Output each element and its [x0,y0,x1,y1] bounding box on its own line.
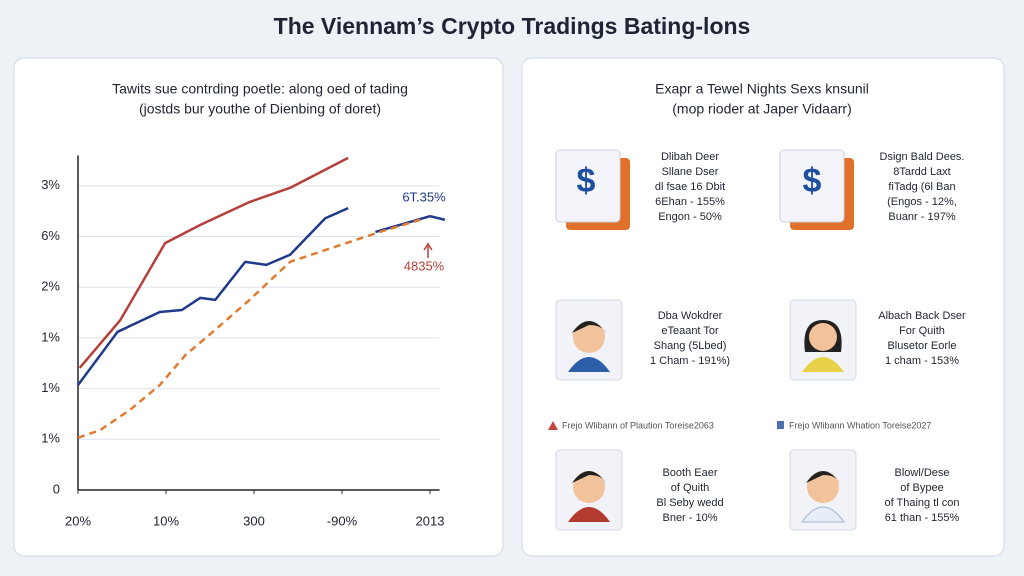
y-tick-label: 1% [41,380,60,395]
card-text: Blusetor Eorle [887,340,956,352]
dollar-icon: $ [779,149,854,230]
svg-text:$: $ [803,162,822,200]
x-tick-label: -90% [327,513,358,528]
legend-icon [548,421,558,430]
legend-icon [777,421,784,429]
x-tick-label: 300 [243,513,265,528]
card-text: Engon - 50% [658,211,722,223]
legend-text: Frejo Wlibann of Plaution Toreise2063 [562,420,714,430]
x-tick-label: 10% [153,513,179,528]
y-tick-label: 3% [41,177,60,192]
card-text: fiTadg (6l Ban [888,181,955,193]
card-text: 1 cham - 153% [885,355,959,367]
card-text: 61 than - 155% [885,512,960,524]
y-tick-label: 6% [41,228,60,243]
card-text: For Quith [899,325,945,337]
card-text: Albach Back Dser [878,310,966,322]
y-tick-label: 0 [53,481,60,496]
y-tick-label: 1% [41,431,60,446]
chart-panel [13,57,504,557]
person-icon [555,449,623,531]
svg-text:$: $ [577,162,596,200]
y-tick-label: 1% [41,329,60,344]
person-icon [789,449,857,531]
card-text: Blowl/Dese [894,467,949,479]
panel-title: Exapr a Tewel Nights Sexs knsunil [655,81,869,97]
dollar-icon: $ [555,149,630,230]
annotation: 4835% [404,258,445,273]
card-text: dl fsae 16 Dbit [655,181,725,193]
page-title: The Viennam’s Crypto Tradings Bating-lon… [274,13,751,39]
card-text: Dlibah Deer [661,151,719,163]
card-text: Booth Eaer [662,467,717,479]
x-tick-label: 20% [65,513,91,528]
card-text: Shang (5Lbed) [654,340,727,352]
chart-subtitle: Tawits sue contrding poetle: along oed o… [112,81,408,97]
person-icon [789,299,857,381]
card-text: eTeaant Tor [661,325,719,337]
card-text: Dsign Bald Dees. [880,151,965,163]
card-text: Dba Wokdrer [658,310,723,322]
card-text: of Bypee [900,482,943,494]
annotation: 6T.35% [402,189,446,204]
annotation-arrow [423,242,433,258]
card-text: Buanr - 197% [888,211,955,223]
info-panel [521,57,1005,557]
person-icon [555,299,623,381]
card-text: 8Tardd Laxt [893,166,950,178]
panel-title: (mop rioder at Japer Vidaarr) [672,101,851,117]
card-text: 6Ehan - 155% [655,196,725,208]
chart-subtitle: (jostds bur youthe of Dienbing of doret) [139,101,381,117]
card-text: of Thaing tl con [884,497,959,509]
legend-text: Frejo Wlibann Whation Toreise2027 [789,420,931,430]
card-text: Sllane Dser [662,166,719,178]
card-text: Bner - 10% [662,512,717,524]
card-text: of Quith [671,482,710,494]
series-line [78,156,349,369]
x-tick-label: 2013 [416,513,445,528]
y-tick-label: 2% [41,279,60,294]
card-text: 1 Cham - 191%) [650,355,730,367]
card-text: Bl Seby wedd [656,497,723,509]
card-text: (Engos - 12%, [887,196,957,208]
